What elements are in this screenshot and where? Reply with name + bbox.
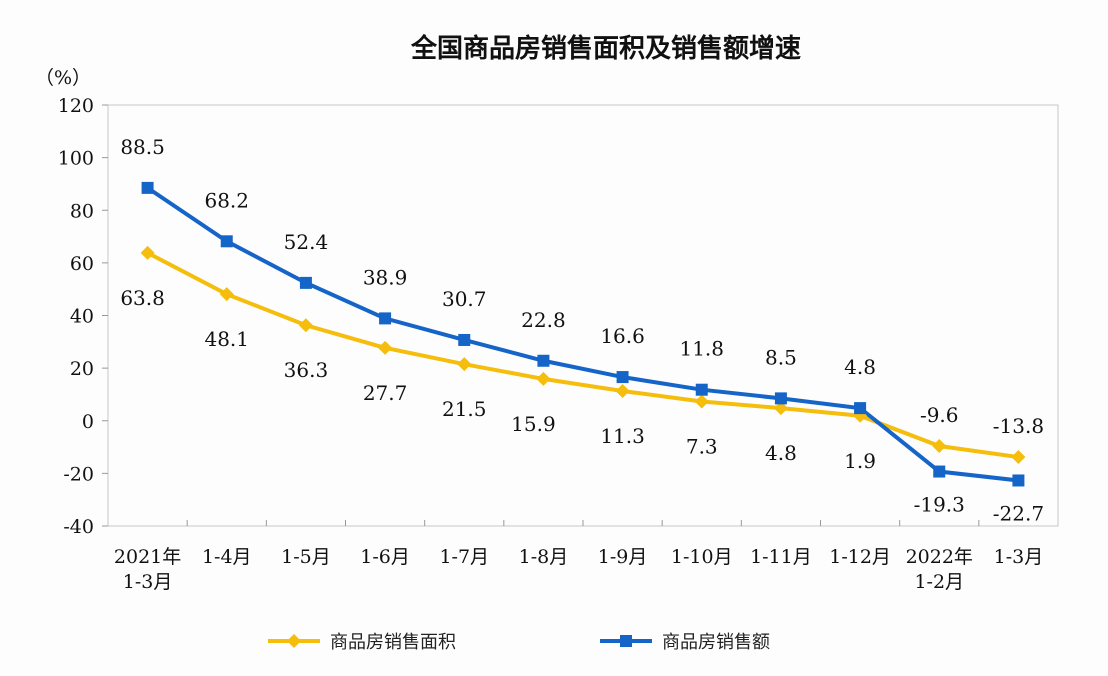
- data-label: 48.1: [204, 327, 249, 351]
- data-label: 8.5: [765, 345, 797, 369]
- data-point-amount: [220, 235, 233, 248]
- data-point-area: [457, 357, 472, 372]
- legend-item-amount: 商品房销售额: [600, 632, 770, 653]
- legend-label: 商品房销售面积: [330, 632, 456, 653]
- data-point-area: [932, 439, 947, 454]
- x-tick-label: 1-5月: [281, 546, 331, 568]
- legend-item-area: 商品房销售面积: [268, 632, 456, 653]
- data-point-amount: [1012, 474, 1025, 487]
- data-point-amount: [458, 333, 471, 346]
- x-tick-label: 1-12月: [829, 546, 891, 568]
- data-point-amount: [141, 181, 154, 194]
- data-point-amount: [299, 276, 312, 289]
- data-label: 15.9: [511, 412, 556, 436]
- x-tick-label: 1-3月: [994, 546, 1044, 568]
- data-point-amount: [379, 312, 392, 325]
- x-tick-label: 1-10月: [671, 546, 733, 568]
- y-tick-label: 0: [82, 411, 94, 433]
- data-point-amount: [537, 354, 550, 367]
- data-label: -13.8: [993, 414, 1044, 438]
- x-tick-label: 1-4月: [202, 546, 252, 568]
- data-label: 52.4: [284, 230, 329, 254]
- data-label: 38.9: [363, 265, 408, 289]
- data-label: 27.7: [363, 381, 408, 405]
- data-label: 30.7: [442, 287, 487, 311]
- data-point-amount: [774, 392, 787, 405]
- data-point-area: [298, 318, 313, 333]
- data-point-area: [773, 401, 788, 416]
- x-tick-label: 1-11月: [750, 546, 812, 568]
- y-tick-label: 100: [58, 148, 94, 170]
- x-tick-label: 1-8月: [519, 546, 569, 568]
- series-line-area: [146, 251, 1019, 460]
- data-label: 11.8: [679, 337, 724, 361]
- x-tick-label: 2022年: [906, 546, 973, 568]
- data-label: -22.7: [993, 501, 1044, 525]
- data-point-area: [536, 371, 551, 386]
- data-point-amount: [854, 402, 867, 415]
- data-label: 4.8: [844, 355, 876, 379]
- data-label: 4.8: [765, 441, 797, 465]
- y-tick-label: -20: [63, 463, 94, 485]
- x-tick-label: 1-7月: [439, 546, 489, 568]
- data-point-area: [694, 394, 709, 409]
- legend-marker-diamond: [287, 634, 301, 648]
- x-tick-label: 1-2月: [914, 571, 964, 593]
- y-tick-label: 20: [70, 358, 94, 380]
- legend-marker-square: [620, 635, 632, 647]
- data-label: 7.3: [686, 435, 718, 459]
- x-tick-label: 1-6月: [360, 546, 410, 568]
- data-label: -19.3: [914, 493, 965, 517]
- data-point-area: [615, 384, 630, 399]
- data-point-amount: [933, 465, 946, 478]
- series-line-amount: [146, 186, 1019, 483]
- data-label: -9.6: [920, 403, 959, 427]
- data-point-area: [1011, 450, 1026, 465]
- data-label: 16.6: [600, 324, 645, 348]
- data-point-amount: [616, 371, 629, 384]
- data-label: 21.5: [442, 397, 487, 421]
- x-tick-label: 2021年: [114, 546, 181, 568]
- data-point-area: [378, 340, 393, 355]
- y-tick-label: 80: [70, 200, 94, 222]
- chart-title: 全国商品房销售面积及销售额增速: [410, 33, 801, 64]
- x-tick-label: 1-9月: [598, 546, 648, 568]
- data-label: 36.3: [284, 358, 329, 382]
- y-tick-label: 60: [70, 253, 94, 275]
- data-label: 68.2: [204, 188, 249, 212]
- data-point-area: [219, 287, 234, 302]
- data-label: 1.9: [844, 449, 876, 473]
- y-axis-unit: （%）: [35, 67, 91, 89]
- y-tick-label: 120: [58, 95, 94, 117]
- plot-area: [107, 104, 1059, 527]
- data-label: 88.5: [120, 135, 165, 159]
- data-label: 11.3: [600, 424, 645, 448]
- data-point-amount: [695, 383, 708, 396]
- y-tick-label: 40: [70, 306, 94, 328]
- y-tick-label: -40: [63, 516, 94, 538]
- data-point-area: [140, 245, 155, 260]
- data-label: 22.8: [521, 308, 566, 332]
- data-label: 63.8: [120, 286, 165, 310]
- x-tick-label: 1-3月: [123, 571, 173, 593]
- legend-label: 商品房销售额: [662, 632, 770, 653]
